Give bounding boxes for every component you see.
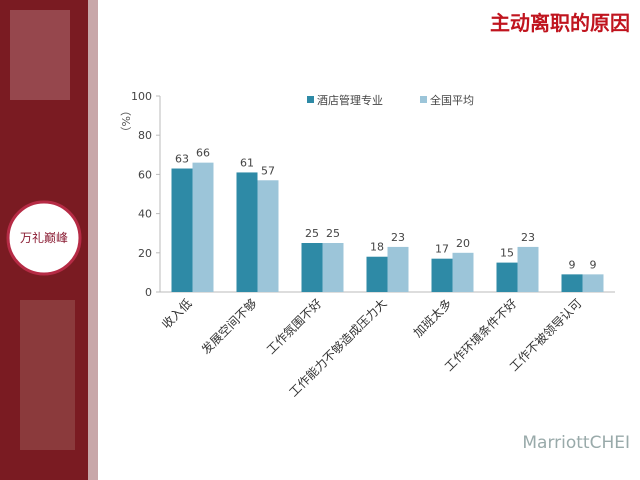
bar <box>322 243 344 292</box>
data-label: 57 <box>261 164 275 177</box>
bar <box>517 246 539 292</box>
x-tick-label: 工作不被领导认可 <box>507 296 585 374</box>
bar <box>301 243 323 292</box>
data-label: 25 <box>305 227 319 240</box>
bar <box>452 252 474 292</box>
bar <box>387 246 409 292</box>
data-label: 66 <box>196 147 210 160</box>
x-tick-label: 加班太多 <box>410 296 455 341</box>
data-label: 15 <box>500 247 514 260</box>
logo <box>6 200 82 276</box>
data-label: 17 <box>435 243 449 256</box>
x-tick-label: 工作氛围不好 <box>264 296 325 357</box>
bar <box>431 258 453 292</box>
data-label: 9 <box>590 258 597 271</box>
legend-swatch <box>420 96 427 103</box>
x-tick-label: 收入低 <box>159 296 194 331</box>
data-label: 23 <box>391 231 405 244</box>
data-label: 23 <box>521 231 535 244</box>
bar <box>171 168 193 292</box>
y-tick-label: 40 <box>138 208 152 221</box>
chart-title: 主动离职的原因 <box>490 11 630 35</box>
bar <box>366 256 388 292</box>
data-label: 25 <box>326 227 340 240</box>
legend-label: 酒店管理专业 <box>317 93 383 107</box>
bar <box>561 274 583 292</box>
bar <box>192 162 214 292</box>
legend-label: 全国平均 <box>430 93 474 107</box>
bar <box>257 180 279 292</box>
collage <box>20 300 75 450</box>
data-label: 63 <box>175 153 189 166</box>
y-tick-label: 20 <box>138 247 152 260</box>
y-tick-label: 80 <box>138 129 152 142</box>
watermark: MarriottCHEI <box>522 433 630 453</box>
data-label: 18 <box>370 241 384 254</box>
y-tick-label: 100 <box>131 90 152 103</box>
sidebar-edge <box>88 0 98 480</box>
legend-swatch <box>307 96 314 103</box>
data-label: 9 <box>569 258 576 271</box>
logo-text: 万礼巅峰 <box>20 230 68 245</box>
data-label: 20 <box>456 237 470 250</box>
y-tick-label: 60 <box>138 168 152 181</box>
bar <box>582 274 604 292</box>
bar <box>496 262 518 292</box>
bar <box>236 172 258 292</box>
data-label: 61 <box>240 156 254 169</box>
x-tick-label: 发展空间不够 <box>198 296 260 358</box>
collage <box>10 10 70 100</box>
y-axis-label: （%） <box>119 105 132 137</box>
y-tick-label: 0 <box>145 286 152 299</box>
